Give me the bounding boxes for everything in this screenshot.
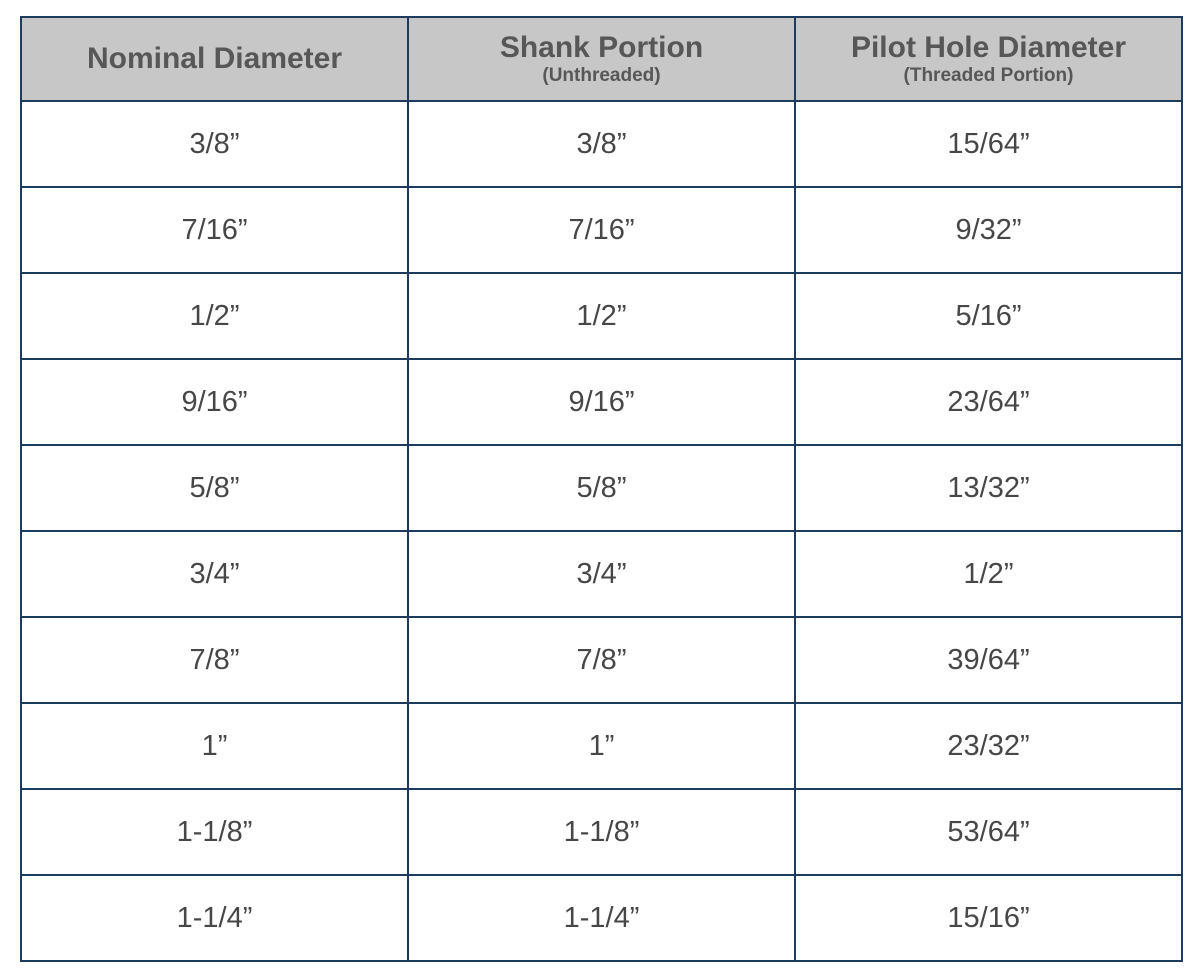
table-row: 3/4” 3/4” 1/2” bbox=[20, 530, 1183, 618]
cell-shank-portion: 9/16” bbox=[407, 358, 796, 446]
header-subtitle: (Threaded Portion) bbox=[903, 64, 1074, 86]
header-pilot-hole-diameter: Pilot Hole Diameter (Threaded Portion) bbox=[794, 16, 1183, 102]
table-row: 3/8” 3/8” 15/64” bbox=[20, 100, 1183, 188]
cell-nominal-diameter: 1-1/8” bbox=[20, 788, 409, 876]
cell-shank-portion: 3/4” bbox=[407, 530, 796, 618]
cell-pilot-hole-diameter: 5/16” bbox=[794, 272, 1183, 360]
cell-pilot-hole-diameter: 23/32” bbox=[794, 702, 1183, 790]
cell-shank-portion: 1/2” bbox=[407, 272, 796, 360]
cell-nominal-diameter: 1/2” bbox=[20, 272, 409, 360]
header-title: Pilot Hole Diameter bbox=[850, 31, 1127, 65]
diameter-table: Nominal Diameter Shank Portion (Unthreaded… bbox=[20, 16, 1183, 962]
header-title: Shank Portion bbox=[499, 31, 704, 65]
table-row: 1-1/4” 1-1/4” 15/16” bbox=[20, 874, 1183, 962]
cell-pilot-hole-diameter: 9/32” bbox=[794, 186, 1183, 274]
table-row: 7/8” 7/8” 39/64” bbox=[20, 616, 1183, 704]
cell-shank-portion: 3/8” bbox=[407, 100, 796, 188]
table-row: 1” 1” 23/32” bbox=[20, 702, 1183, 790]
cell-nominal-diameter: 7/16” bbox=[20, 186, 409, 274]
cell-nominal-diameter: 5/8” bbox=[20, 444, 409, 532]
table-row: 9/16” 9/16” 23/64” bbox=[20, 358, 1183, 446]
cell-shank-portion: 1-1/8” bbox=[407, 788, 796, 876]
cell-pilot-hole-diameter: 1/2” bbox=[794, 530, 1183, 618]
cell-nominal-diameter: 3/8” bbox=[20, 100, 409, 188]
cell-nominal-diameter: 1” bbox=[20, 702, 409, 790]
table-row: 5/8” 5/8” 13/32” bbox=[20, 444, 1183, 532]
cell-pilot-hole-diameter: 39/64” bbox=[794, 616, 1183, 704]
cell-pilot-hole-diameter: 15/16” bbox=[794, 874, 1183, 962]
cell-shank-portion: 7/16” bbox=[407, 186, 796, 274]
header-nominal-diameter: Nominal Diameter bbox=[20, 16, 409, 102]
cell-pilot-hole-diameter: 53/64” bbox=[794, 788, 1183, 876]
cell-shank-portion: 1-1/4” bbox=[407, 874, 796, 962]
cell-pilot-hole-diameter: 13/32” bbox=[794, 444, 1183, 532]
cell-shank-portion: 7/8” bbox=[407, 616, 796, 704]
header-row: Nominal Diameter Shank Portion (Unthreaded… bbox=[20, 16, 1183, 102]
cell-pilot-hole-diameter: 15/64” bbox=[794, 100, 1183, 188]
header-subtitle: (Unthreaded) bbox=[542, 64, 661, 86]
cell-nominal-diameter: 9/16” bbox=[20, 358, 409, 446]
table-row: 1-1/8” 1-1/8” 53/64” bbox=[20, 788, 1183, 876]
table-body: 3/8” 3/8” 15/64” 7/16” 7/16” 9/32” 1/2” 1/2” 5/1… bbox=[20, 100, 1183, 962]
cell-nominal-diameter: 3/4” bbox=[20, 530, 409, 618]
cell-nominal-diameter: 1-1/4” bbox=[20, 874, 409, 962]
header-shank-portion: Shank Portion (Unthreaded) bbox=[407, 16, 796, 102]
cell-shank-portion: 5/8” bbox=[407, 444, 796, 532]
table-row: 7/16” 7/16” 9/32” bbox=[20, 186, 1183, 274]
cell-shank-portion: 1” bbox=[407, 702, 796, 790]
cell-nominal-diameter: 7/8” bbox=[20, 616, 409, 704]
header-title: Nominal Diameter bbox=[86, 42, 343, 76]
cell-pilot-hole-diameter: 23/64” bbox=[794, 358, 1183, 446]
table-row: 1/2” 1/2” 5/16” bbox=[20, 272, 1183, 360]
